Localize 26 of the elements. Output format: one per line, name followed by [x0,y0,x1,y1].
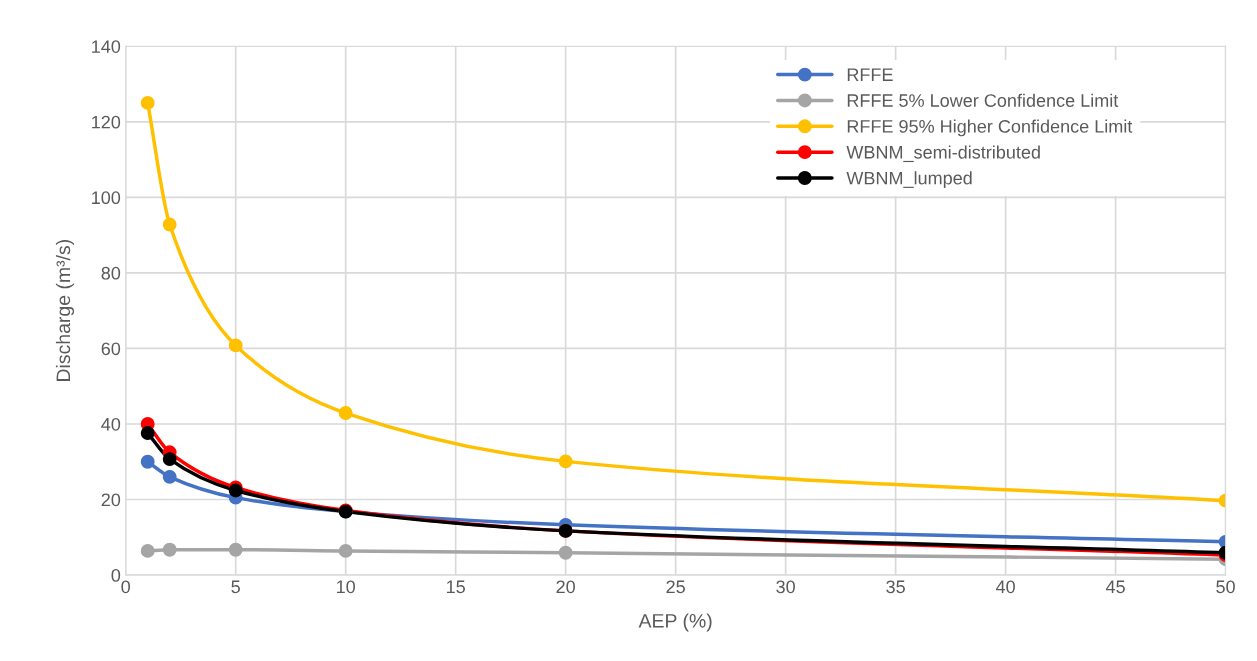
legend-label: RFFE 95% Higher Confidence Limit [847,119,1133,137]
x-tick-label: 45 [1105,580,1125,594]
legend-label: WBNM_lumped [846,171,972,189]
x-tick-label: 35 [886,580,905,594]
x-tick-label: 30 [776,580,795,594]
y-tick-label: 0 [111,569,121,582]
x-axis-title: AEP (%) [638,613,712,632]
y-tick-label: 20 [101,493,121,507]
y-axis-title: Discharge (m³/s) [55,240,75,381]
legend-label: WBNM_semi-distributed [846,145,1040,163]
x-tick-label: 0 [121,580,131,594]
x-tick-label: 10 [337,580,356,594]
x-tick-label: 5 [231,580,240,594]
x-tick-label: 50 [1216,580,1235,594]
x-tick-label: 15 [447,580,465,594]
legend-label: RFFE 5% Lower Confidence Limit [847,93,1119,107]
y-tick-label: 120 [92,115,121,129]
y-tick-label: 140 [92,40,121,53]
y-tick-label: 40 [101,417,121,431]
legend-label: RFFE [847,68,893,81]
y-tick-label: 100 [92,191,121,205]
x-tick-label: 25 [666,580,685,594]
x-tick-label: 20 [556,580,575,594]
y-tick-label: 80 [101,266,121,280]
y-tick-label: 60 [101,342,121,356]
x-tick-label: 40 [995,580,1015,594]
